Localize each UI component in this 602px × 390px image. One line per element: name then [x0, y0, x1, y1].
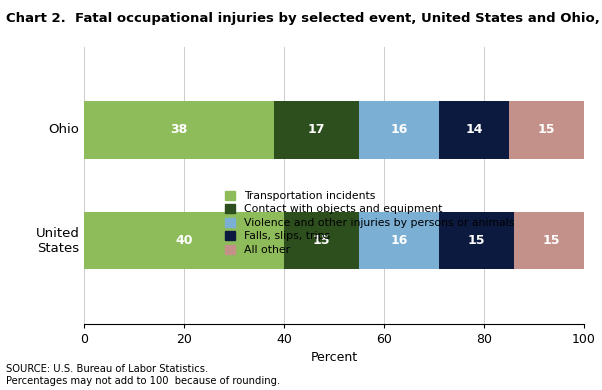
Text: 38: 38 — [170, 123, 188, 136]
Bar — [439, 212, 514, 269]
Text: 14: 14 — [465, 123, 483, 136]
Bar — [84, 212, 284, 269]
Bar — [514, 212, 589, 269]
Text: Chart 2.  Fatal occupational injuries by selected event, United States and Ohio,: Chart 2. Fatal occupational injuries by … — [6, 12, 602, 25]
Text: 16: 16 — [390, 123, 408, 136]
Bar — [509, 101, 584, 159]
Text: 15: 15 — [468, 234, 485, 247]
Bar — [274, 101, 359, 159]
Bar — [84, 101, 274, 159]
Bar — [284, 212, 359, 269]
Legend: Transportation incidents, Contact with objects and equipment, Violence and other: Transportation incidents, Contact with o… — [225, 191, 514, 255]
Text: SOURCE: U.S. Bureau of Labor Statistics.
Percentages may not add to 100  because: SOURCE: U.S. Bureau of Labor Statistics.… — [6, 365, 281, 386]
Bar — [359, 101, 439, 159]
Text: 40: 40 — [175, 234, 193, 247]
Bar — [359, 212, 439, 269]
X-axis label: Percent: Percent — [311, 351, 358, 364]
Text: 15: 15 — [313, 234, 330, 247]
Text: 16: 16 — [390, 234, 408, 247]
Text: 17: 17 — [308, 123, 325, 136]
Text: 15: 15 — [538, 123, 555, 136]
Bar — [439, 101, 509, 159]
Text: 15: 15 — [543, 234, 560, 247]
